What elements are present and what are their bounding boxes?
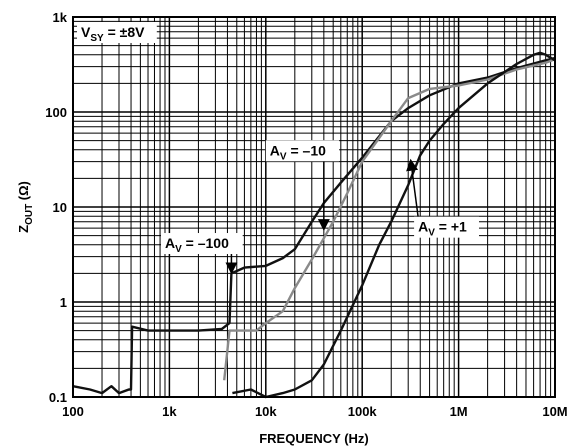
series-layer — [72, 51, 556, 399]
x-axis-label: FREQUENCY (Hz) — [259, 431, 369, 446]
series-line-1 — [72, 56, 556, 395]
grid — [73, 17, 555, 397]
y-tick-label: 0.1 — [49, 390, 67, 405]
series-line-2 — [223, 58, 556, 381]
y-tick-label: 10 — [53, 200, 67, 215]
series-annotation-3: AV = +1 — [418, 219, 467, 239]
x-tick-label: 100 — [62, 404, 84, 419]
condition-label: VSY = ±8V — [81, 24, 145, 44]
condition-label-bg — [77, 22, 157, 43]
x-tick-label: 100k — [348, 404, 378, 419]
plot-frame — [72, 16, 556, 398]
series-annotation-1-bg — [160, 233, 243, 255]
series-annotation-2: AV = –10 — [270, 142, 326, 162]
annotation-arrow-3 — [406, 158, 419, 217]
x-tick-label: 10M — [542, 404, 567, 419]
series-line-3 — [232, 51, 556, 399]
y-tick-label: 100 — [45, 105, 67, 120]
annotations: VSY = ±8V AV = –100 AV = –10 AV = +1 — [77, 22, 479, 275]
x-tick-label: 1k — [162, 404, 177, 419]
y-axis-label: ZOUT (Ω) — [16, 181, 35, 233]
axis-labels: FREQUENCY (Hz) ZOUT (Ω) — [16, 181, 369, 446]
series-annotation-1: AV = –100 — [165, 235, 229, 255]
y-tick-label: 1 — [60, 295, 67, 310]
tick-labels: 100 1k 10k 100k 1M 10M 0.1 1 10 100 1k — [45, 10, 567, 419]
y-tick-label: 1k — [53, 10, 68, 25]
x-tick-label: 10k — [255, 404, 277, 419]
series-annotation-2-bg — [265, 140, 340, 162]
x-tick-label: 1M — [450, 404, 468, 419]
series-annotation-3-bg — [414, 216, 479, 238]
